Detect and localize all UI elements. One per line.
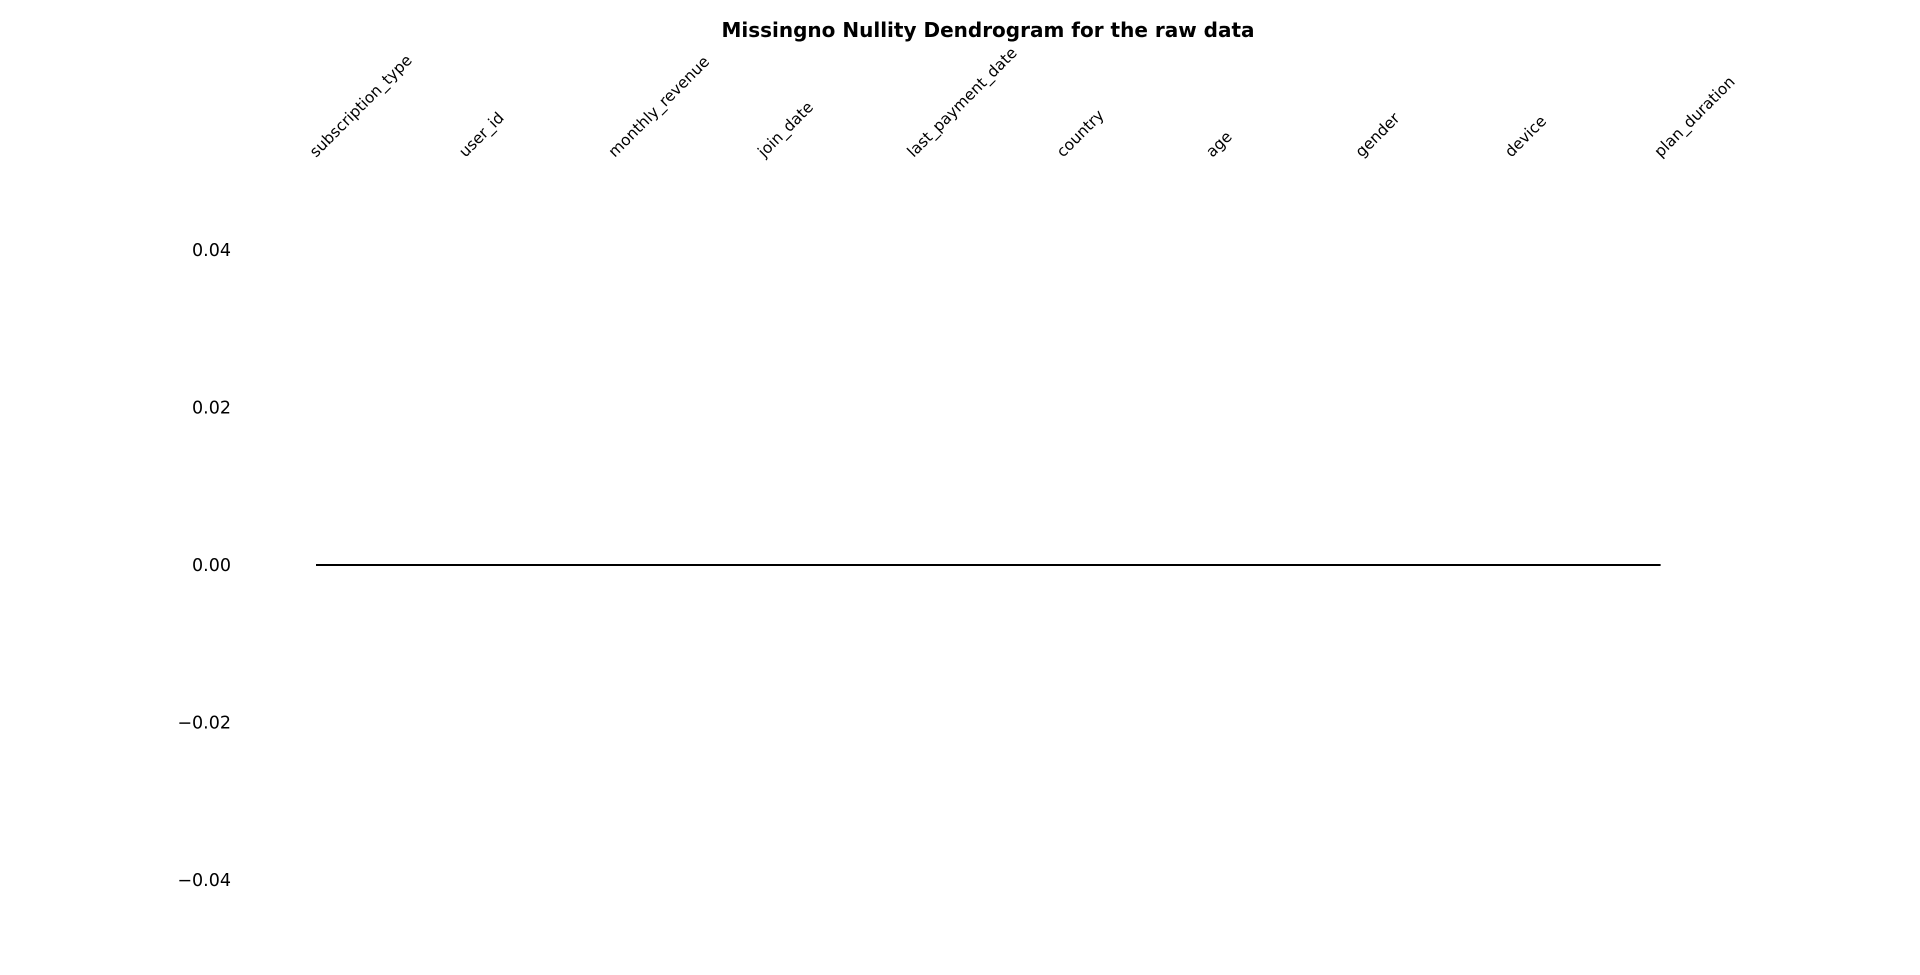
column-label: join_date (754, 98, 818, 162)
y-tick-label: −0.04 (177, 871, 231, 891)
y-tick-label: 0.00 (192, 556, 231, 576)
column-label: gender (1352, 109, 1404, 161)
column-label: device (1501, 112, 1550, 161)
column-label: monthly_revenue (605, 53, 714, 162)
column-label: age (1203, 128, 1236, 161)
y-tick-label: 0.04 (192, 241, 231, 261)
column-label: user_id (456, 109, 509, 162)
column-label: last_payment_date (904, 44, 1022, 162)
column-label: country (1053, 106, 1108, 161)
column-label: subscription_type (306, 51, 416, 161)
y-axis-tick-labels: 0.04 0.02 0.00 −0.02 −0.04 (177, 241, 231, 891)
y-tick-label: 0.02 (192, 399, 231, 419)
column-labels: subscription_type user_id monthly_revenue j… (306, 44, 1739, 162)
y-tick-label: −0.02 (177, 714, 231, 734)
column-label: plan_duration (1651, 73, 1740, 162)
chart-title: Missingno Nullity Dendrogram for the raw… (721, 18, 1254, 42)
